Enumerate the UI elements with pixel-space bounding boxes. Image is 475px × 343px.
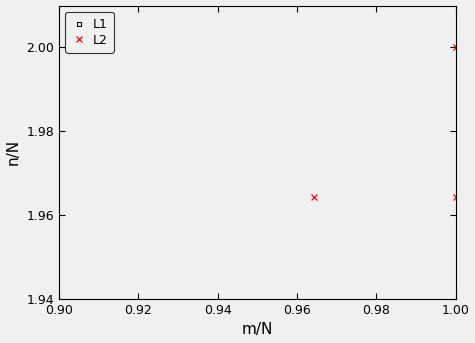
X-axis label: m/N: m/N [241,322,273,338]
L2 [453,195,458,199]
Legend: L1, L2: L1, L2 [65,12,114,53]
Y-axis label: n/N: n/N [6,139,20,165]
L2 [453,45,458,49]
Line: L2: L2 [311,45,458,200]
L2 [311,195,317,199]
